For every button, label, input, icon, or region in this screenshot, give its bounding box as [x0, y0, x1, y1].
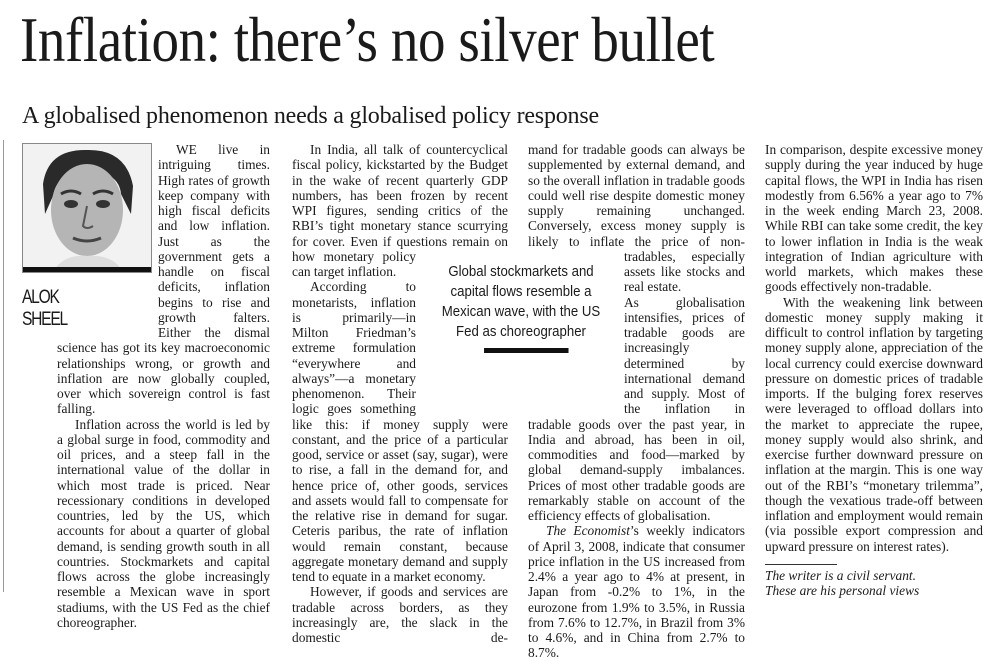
- footnote-line: These are his personal views: [765, 583, 920, 598]
- publication-name: The Economist: [546, 523, 630, 539]
- pull-quote-bar: [484, 348, 569, 353]
- paragraph: mand for tradable goods can always be su…: [528, 142, 745, 295]
- paragraph: However, if goods and services are trada…: [292, 584, 508, 645]
- paragraph: The Economist’s weekly indicators of Apr…: [528, 523, 745, 660]
- paragraph: According to monetarists, inflation is p…: [292, 279, 508, 584]
- author-byline: ALOK SHEEL: [22, 287, 68, 331]
- article-column-1: ALOK SHEEL WE live in intriguing times. …: [22, 142, 270, 630]
- column-rule: [3, 140, 4, 592]
- article-column-4: In comparison, despite excessive money s…: [765, 142, 983, 598]
- author-photo: [22, 143, 152, 273]
- paragraph-text: ’s weekly indicators of April 3, 2008, i…: [528, 523, 745, 661]
- paragraph: In India, all talk of countercyclical fi…: [292, 142, 508, 279]
- headline: Inflation: there’s no silver bullet: [20, 4, 715, 75]
- photo-bar: [23, 267, 151, 272]
- article-column-3: mand for tradable goods can always be su…: [528, 142, 745, 661]
- paragraph: In comparison, despite excessive money s…: [765, 142, 983, 295]
- article-column-2: In India, all talk of countercyclical fi…: [292, 142, 508, 645]
- portrait-icon: [23, 144, 151, 272]
- paragraph: Inflation across the world is led by a g…: [57, 416, 270, 630]
- author-first-name: ALOK: [22, 287, 60, 308]
- paragraph: With the weakening link between domestic…: [765, 294, 983, 554]
- pull-quote-block: Global stockmarkets and capital flows re…: [441, 262, 601, 353]
- footnote-rule: [765, 563, 837, 565]
- footnote-line: The writer is a civil servant.: [765, 567, 917, 583]
- author-block: ALOK SHEEL: [22, 142, 158, 340]
- paragraph: As globalisation intensifies, prices of …: [528, 294, 745, 524]
- subheadline: A globalised phenomenon needs a globalis…: [22, 103, 599, 129]
- paragraph: WE live in intriguing times. High rates …: [57, 142, 270, 417]
- pull-quote: Global stockmarkets and capital flows re…: [441, 263, 601, 340]
- author-footnote: The writer is a civil servant. These are…: [765, 568, 983, 599]
- author-last-name: SHEEL: [22, 309, 68, 330]
